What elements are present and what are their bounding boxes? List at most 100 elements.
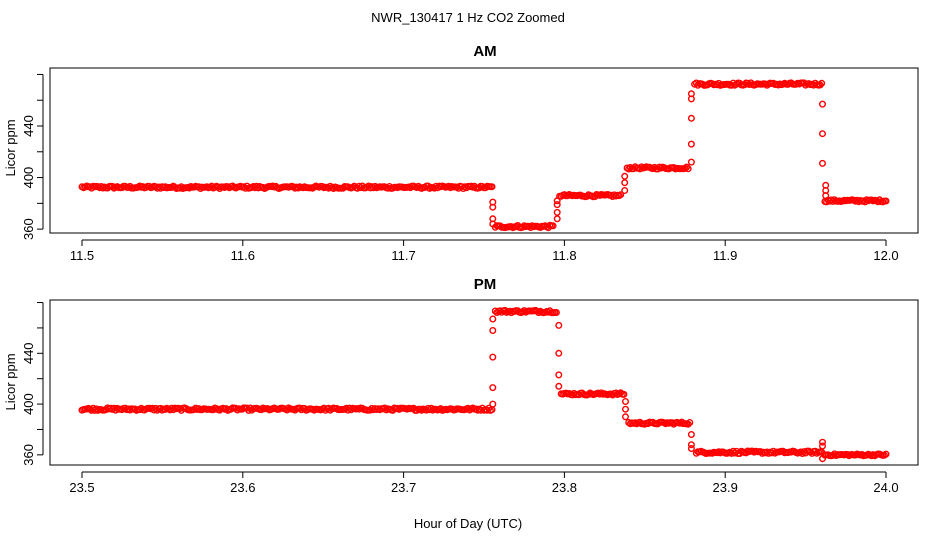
data-point [357,184,365,192]
data-point [622,405,630,413]
data-point [829,197,837,205]
x-tick-label: 24.0 [873,480,898,495]
data-point [489,400,497,408]
data-point [819,100,827,108]
data-point [687,140,695,148]
data-point [553,201,561,209]
x-tick-label: 11.8 [552,248,576,263]
data-point [621,172,629,180]
data-point [684,165,692,173]
data-point [108,182,116,190]
data-point [145,182,153,190]
data-point [555,371,563,379]
data-point [620,390,628,398]
data-point [553,215,561,223]
figure-title: NWR_130417 1 Hz CO2 Zoomed [371,10,565,25]
data-point [583,192,591,200]
data-point [687,158,695,166]
data-point [687,441,695,449]
pm-plot-frame [49,299,919,466]
data-point [683,163,691,171]
data-point [297,406,305,414]
data-point [330,184,338,192]
data-point [464,404,472,412]
data-point [418,406,426,414]
data-point [168,404,176,412]
data-point [553,208,561,216]
y-tick-label: 360 [21,444,36,466]
x-tick-label: 11.9 [713,248,737,263]
data-point [432,182,440,190]
data-point [819,159,827,167]
x-tick-label: 11.6 [231,248,255,263]
data-point [858,451,866,459]
data-point [118,184,126,192]
data-point [347,406,355,414]
y-tick-label: 400 [21,393,36,415]
data-point [384,184,392,192]
data-point [555,349,563,357]
y-tick-label: 360 [21,218,36,240]
data-point [687,445,695,453]
data-point [176,184,184,192]
data-point [806,448,814,456]
data-point [549,222,557,230]
am-x-axis: 11.5 11.6 11.7 11.8 11.9 12.0 [70,239,899,263]
data-point [612,389,620,397]
am-panel-title: AM [473,43,496,60]
data-point [86,183,94,191]
data-point [489,327,497,335]
data-point [882,197,890,205]
data-point [687,90,695,98]
data-point [264,405,272,413]
pm-x-axis: 23.5 23.6 23.7 23.8 23.9 24.0 [69,471,899,495]
y-tick-label: 440 [21,115,36,137]
pm-y-axis-title: Licor ppm [3,353,18,410]
x-tick-label: 23.9 [713,480,738,495]
data-point [686,419,694,427]
data-point [489,220,497,228]
data-point [818,79,826,87]
am-data-points [78,79,890,232]
pm-y-axis: 360 400 440 [21,302,44,466]
data-point [445,182,453,190]
am-plot-frame [49,67,919,234]
data-point [882,450,890,458]
x-tick-label: 23.6 [230,480,255,495]
data-point [617,191,625,199]
data-point [155,183,163,191]
data-point [489,353,497,361]
data-point [622,413,630,421]
data-point [233,406,241,414]
data-point [371,182,379,190]
y-tick-label: 440 [21,342,36,364]
x-tick-label: 11.7 [391,248,415,263]
x-axis-title: Hour of Day (UTC) [414,516,522,531]
data-point [195,183,203,191]
x-tick-label: 23.5 [69,480,94,495]
data-point [684,420,692,428]
data-point [819,442,827,450]
data-point [544,308,552,316]
data-point [625,165,633,173]
x-tick-label: 23.7 [391,480,416,495]
am-y-axis-title: Licor ppm [3,119,18,176]
data-point [535,309,543,317]
x-tick-label: 23.8 [552,480,577,495]
data-point [800,448,808,456]
data-point [496,307,504,315]
data-point [819,438,827,446]
data-point [822,192,830,200]
pm-panel: PM Licor ppm 23.5 23.6 23.7 23.8 23.9 24.0 36… [3,276,919,495]
data-point [555,382,563,390]
data-point [478,182,486,190]
am-y-axis: 360 400 440 [21,73,44,240]
data-point [488,183,496,191]
data-point [552,309,560,317]
data-point [131,405,139,413]
data-point [136,406,144,414]
data-point [713,81,721,89]
data-point [681,164,689,172]
data-point [819,455,827,463]
